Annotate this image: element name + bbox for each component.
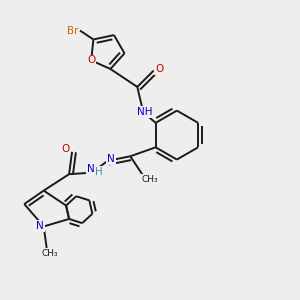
Text: N: N: [107, 154, 115, 164]
Text: N: N: [36, 221, 44, 231]
Text: N: N: [87, 164, 95, 174]
Text: O: O: [61, 144, 70, 154]
Text: H: H: [95, 167, 103, 177]
Text: CH₃: CH₃: [42, 249, 58, 258]
Text: O: O: [87, 56, 95, 65]
Text: O: O: [155, 64, 163, 74]
Text: Br: Br: [67, 26, 78, 35]
Text: CH₃: CH₃: [141, 175, 158, 184]
Text: NH: NH: [137, 107, 152, 117]
